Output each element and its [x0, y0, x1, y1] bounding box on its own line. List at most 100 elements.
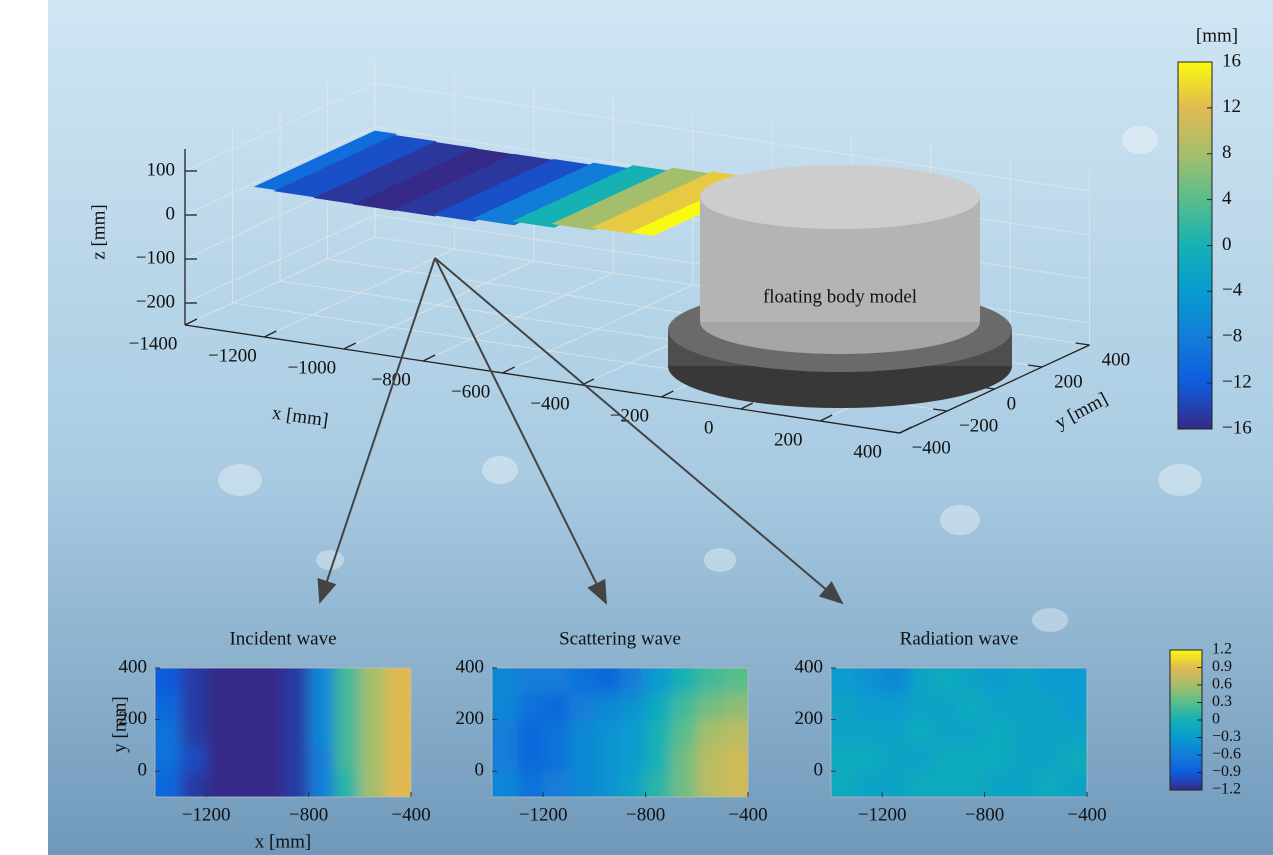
- z-tick-label: −100: [136, 247, 175, 268]
- heatmap-cell: [283, 694, 309, 720]
- heatmap-cell: [1036, 720, 1062, 746]
- heatmap-cell: [671, 694, 697, 720]
- colorbar-tick-label: −12: [1222, 371, 1252, 392]
- y-tick-label: 0: [814, 760, 824, 781]
- heatmap-cell: [857, 694, 883, 720]
- y-tick-label: 200: [795, 708, 824, 729]
- heatmap-cell: [360, 694, 386, 720]
- colorbar-tick-label: 0: [1212, 711, 1220, 728]
- y-tick-label: 400: [1102, 349, 1131, 370]
- x-tick-label: −1200: [519, 804, 568, 825]
- floating-body: floating body model: [668, 165, 1012, 408]
- heatmap-cell: [671, 745, 697, 771]
- heatmap-cell: [257, 720, 283, 746]
- heatmap-cell: [181, 720, 207, 746]
- heatmap-cell: [543, 720, 569, 746]
- heatmap-cell: [360, 745, 386, 771]
- heatmap-cell: [1010, 694, 1036, 720]
- heatmap-blur: [472, 648, 769, 818]
- heatmap-cell: [882, 694, 908, 720]
- heatmap-cell: [985, 694, 1011, 720]
- heatmap-cell: [518, 745, 544, 771]
- annotation: floating body model: [763, 286, 917, 307]
- y-tick-label: 0: [1007, 393, 1017, 414]
- z-axis-label: z [mm]: [88, 204, 109, 259]
- x-tick-label: −1000: [287, 357, 336, 378]
- heatmap-cell: [283, 745, 309, 771]
- heatmap-cell: [959, 745, 985, 771]
- heatmap-cell: [206, 720, 232, 746]
- y-tick-label: 200: [456, 708, 485, 729]
- y-tick-label: 0: [475, 760, 485, 781]
- plot-title: Radiation wave: [900, 628, 1019, 649]
- heatmap-cell: [518, 694, 544, 720]
- heatmap-cell: [646, 694, 672, 720]
- plot-title: Incident wave: [229, 628, 336, 649]
- heatmap-cell: [181, 745, 207, 771]
- colorbar-tick-label: 12: [1222, 96, 1241, 117]
- y-tick-label: 200: [1054, 371, 1083, 392]
- x-tick-label: −1200: [858, 804, 907, 825]
- heatmap-cell: [594, 694, 620, 720]
- y-axis-label: y [mm]: [109, 696, 130, 752]
- heatmap-cell: [309, 720, 335, 746]
- y-tick-label: −400: [912, 437, 951, 458]
- heatmap-cell: [933, 694, 959, 720]
- heatmap-cell: [857, 745, 883, 771]
- heatmap-cell: [518, 720, 544, 746]
- heatmap-cell: [1036, 694, 1062, 720]
- heatmap-cell: [232, 745, 258, 771]
- heatmap-cell: [543, 745, 569, 771]
- heatmap-cell: [594, 720, 620, 746]
- heatmap-cell: [569, 745, 595, 771]
- heatmap-blur: [135, 648, 432, 818]
- heatmap-cell: [908, 694, 934, 720]
- colorbar-tick-label: −16: [1222, 417, 1252, 438]
- heatmap-cell: [646, 720, 672, 746]
- heatmap-cell: [985, 720, 1011, 746]
- heatmap-cell: [620, 720, 646, 746]
- heatmap-cell: [257, 694, 283, 720]
- heatmap-cell: [697, 694, 723, 720]
- heatmap-cell: [309, 745, 335, 771]
- z-tick-label: 0: [166, 203, 176, 224]
- z-tick-label: 100: [147, 159, 176, 180]
- colorbar-tick-label: −4: [1222, 280, 1243, 301]
- heatmap-cells: [472, 648, 769, 818]
- colorbar-tick-label: −0.3: [1212, 728, 1241, 745]
- colorbar-tick-label: 0.3: [1212, 693, 1232, 710]
- x-tick-label: −400: [1067, 804, 1106, 825]
- heatmap-cell: [1010, 745, 1036, 771]
- heatmap-cell: [933, 745, 959, 771]
- colorbar-tick-label: 4: [1222, 188, 1232, 209]
- heatmap-cell: [620, 745, 646, 771]
- heatmap-cell: [569, 720, 595, 746]
- colorbar-tick-label: 0.9: [1212, 658, 1232, 675]
- colorbar-tick-label: 1.2: [1212, 641, 1232, 658]
- heatmap-cell: [857, 720, 883, 746]
- heatmap-cell: [334, 720, 360, 746]
- x-tick-label: −400: [391, 804, 430, 825]
- heatmap-cell: [908, 720, 934, 746]
- colorbar-tick-label: −8: [1222, 326, 1242, 347]
- x-tick-label: −1200: [182, 804, 231, 825]
- x-tick-label: −400: [530, 393, 569, 414]
- x-axis-label: x [mm]: [255, 831, 311, 852]
- heatmap-cell: [257, 745, 283, 771]
- plot-title: Scattering wave: [559, 628, 681, 649]
- heatmap-cells: [811, 648, 1108, 818]
- heatmap-blur: [811, 648, 1108, 818]
- x-tick-label: −1400: [129, 333, 178, 354]
- x-tick-label: −800: [965, 804, 1004, 825]
- colorbar-title: [mm]: [1196, 25, 1238, 46]
- x-tick-label: 0: [704, 417, 714, 438]
- x-tick-label: −800: [626, 804, 665, 825]
- colorbar-tick-label: −0.6: [1212, 746, 1241, 763]
- heatmap-cell: [594, 745, 620, 771]
- x-tick-label: −800: [289, 804, 328, 825]
- heatmap-cell: [206, 694, 232, 720]
- heatmap-cell: [908, 745, 934, 771]
- heatmap-cell: [309, 694, 335, 720]
- colorbar-tick-label: 8: [1222, 142, 1232, 163]
- heatmap-cell: [697, 745, 723, 771]
